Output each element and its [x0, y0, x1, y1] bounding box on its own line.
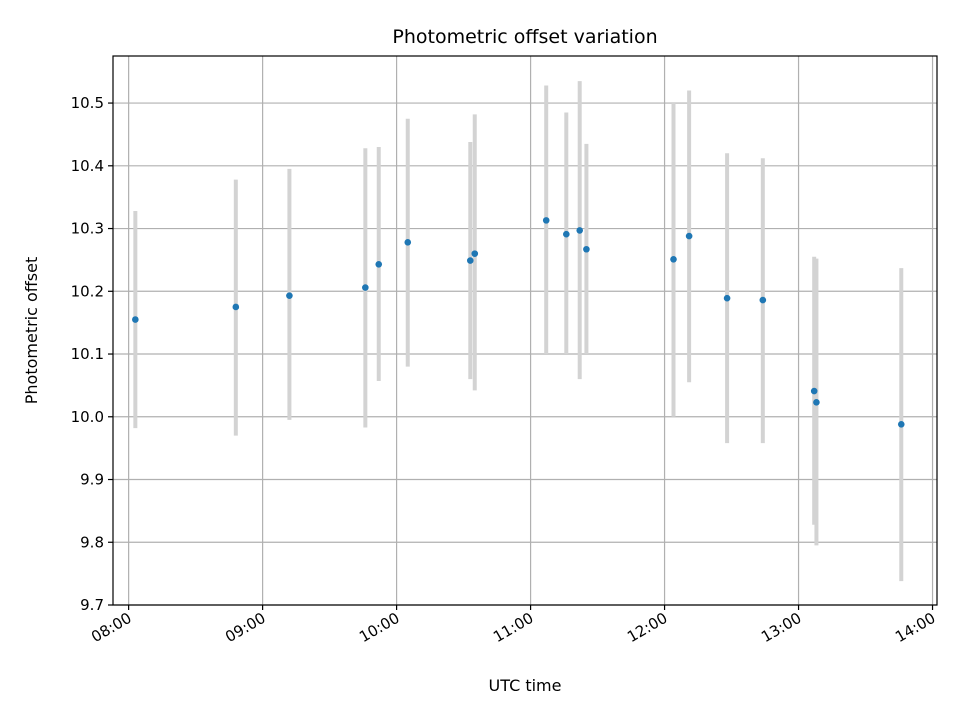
grid-lines — [113, 56, 937, 606]
data-point — [286, 292, 293, 299]
y-axis-title: Photometric offset — [22, 257, 41, 405]
data-point — [404, 239, 412, 246]
data-point — [542, 217, 550, 224]
data-point — [375, 261, 383, 268]
error-bars — [133, 81, 904, 582]
data-point — [563, 230, 570, 238]
data-point — [576, 227, 584, 234]
x-axis-ticks: 08:00 09:00 10:00 11:00 12:00 13:00 14:00 — [88, 605, 939, 646]
data-point — [810, 387, 818, 395]
data-point — [583, 245, 590, 253]
x-tick-label: 11:00 — [490, 609, 536, 646]
y-tick-label: 10.1 — [71, 345, 104, 363]
x-axis-title: UTC time — [489, 676, 562, 695]
x-tick-label: 09:00 — [222, 609, 268, 646]
data-point — [723, 294, 731, 302]
y-tick-label: 9.8 — [80, 533, 104, 551]
y-tick-label: 10.5 — [71, 94, 104, 112]
x-tick-label: 14:00 — [892, 609, 938, 646]
data-point — [670, 255, 677, 263]
y-tick-label: 10.4 — [71, 157, 104, 175]
x-tick-label: 10:00 — [356, 609, 402, 646]
y-tick-label: 9.7 — [80, 596, 104, 614]
y-axis-ticks: 9.7 9.8 9.9 10.0 10.1 10.2 10.3 10.4 10.5 — [71, 94, 113, 614]
data-point — [759, 296, 767, 304]
data-point — [813, 399, 820, 406]
data-point — [897, 421, 905, 428]
x-tick-label: 12:00 — [624, 609, 670, 646]
data-point — [471, 250, 479, 257]
plot-area-frame — [112, 55, 938, 606]
data-point — [466, 257, 474, 264]
data-point — [132, 316, 139, 323]
data-point — [232, 303, 240, 311]
data-point — [362, 284, 369, 291]
x-tick-label: 13:00 — [758, 609, 804, 646]
y-tick-label: 10.3 — [71, 220, 104, 238]
chart-title: Photometric offset variation — [392, 26, 657, 48]
y-tick-label: 10.2 — [71, 282, 104, 300]
data-point — [685, 232, 693, 240]
y-tick-label: 10.0 — [71, 408, 104, 426]
x-tick-label: 08:00 — [88, 609, 134, 646]
y-tick-label: 9.9 — [80, 471, 104, 489]
data-points — [132, 217, 905, 428]
